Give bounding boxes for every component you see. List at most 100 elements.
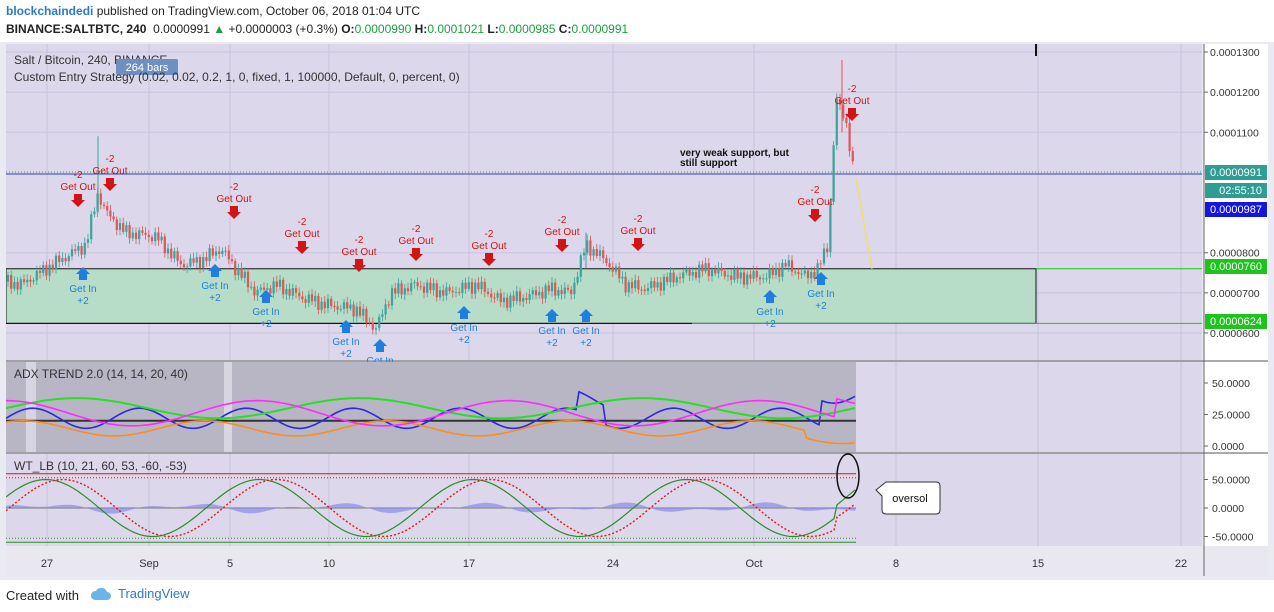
signal-label: Get In (807, 289, 834, 300)
candle-body (742, 272, 746, 285)
y-tick-label: 50.0000 (1212, 378, 1250, 390)
candle-body (131, 232, 134, 239)
candle-body (278, 279, 282, 287)
open-label: O: (341, 22, 355, 36)
candle-body (112, 216, 115, 220)
down-arrow-icon (227, 206, 241, 219)
candle-body (842, 104, 845, 118)
candle-body (752, 271, 755, 279)
candle-body (173, 251, 176, 259)
candle-body (106, 206, 109, 211)
candle-body (624, 276, 627, 293)
candle-body (54, 255, 58, 270)
candle-body (509, 295, 512, 308)
price-label-text: 02:55:10 (1219, 185, 1262, 197)
candle-body (38, 270, 42, 273)
candle-body (451, 290, 454, 293)
candle-body (803, 270, 806, 274)
candle-body (570, 289, 573, 295)
x-tick-label: 27 (41, 558, 53, 570)
candle-body (454, 292, 458, 294)
candle-body (224, 250, 227, 252)
up-arrow-icon (457, 306, 471, 319)
candle-body (128, 225, 131, 239)
x-tick-label: 24 (607, 558, 619, 570)
price-label: 02:55:10 (1205, 183, 1267, 198)
candle-body (672, 272, 675, 283)
candle-body (48, 264, 51, 276)
x-tick-label: Oct (745, 558, 762, 570)
up-arrow-icon: ▲ (213, 22, 226, 36)
up-arrow-icon (76, 267, 90, 280)
candle-body (413, 282, 416, 284)
candle-body (186, 266, 189, 268)
candle-body (810, 271, 813, 279)
candle-body (314, 295, 317, 302)
candle-body (611, 266, 614, 272)
candle-body (486, 291, 490, 294)
bars-badge (116, 59, 178, 75)
candle-body (813, 271, 816, 279)
candle-body (83, 242, 86, 255)
author-link[interactable]: blockchaindedi (6, 4, 94, 18)
adx-series-orange (6, 420, 856, 445)
y-tick-label: 25.0000 (1212, 410, 1250, 422)
candle-body (787, 260, 790, 267)
signal-label: Get Out (620, 226, 655, 237)
get-in-signal: Get In+2 (252, 290, 280, 330)
candle-body (378, 316, 381, 329)
candle-body (208, 248, 211, 262)
candle-body (467, 282, 470, 289)
candle-body (394, 288, 397, 294)
signal-label: Get Out (216, 194, 251, 205)
candle-body (109, 210, 112, 217)
candle-body (365, 308, 368, 323)
candle-body (147, 234, 150, 238)
signal-label: Get Out (544, 227, 579, 238)
candle-body (531, 290, 534, 295)
candle-body (291, 288, 294, 296)
candle-body (448, 287, 451, 291)
price-label-text: 0.0000991 (1210, 167, 1262, 179)
trading-chart[interactable]: 27 Sep 5 10 17 24 Oct 8 15 22 0.0001300 0.0001200 0.… (6, 44, 1268, 576)
candle-body (419, 286, 422, 288)
candle-body (653, 281, 656, 288)
candle-body (368, 322, 371, 324)
candle-body (406, 288, 410, 292)
candle-body (240, 268, 243, 279)
signal-qty: -2 (634, 214, 643, 225)
get-in-signal: Get In+2 (572, 309, 600, 349)
candle-body (435, 283, 438, 298)
candle-body (458, 292, 461, 294)
down-arrow-icon (631, 238, 645, 251)
signal-qty: -2 (230, 182, 239, 193)
candle-body (192, 258, 195, 263)
y-tick-label: 0.0000 (1212, 503, 1244, 515)
candle-body (77, 246, 80, 251)
up-arrow-icon (763, 290, 777, 303)
candle-body (832, 145, 835, 202)
candle-body (275, 281, 278, 287)
candle-body (58, 255, 61, 262)
candle-body (198, 257, 202, 269)
candle-body (749, 274, 752, 279)
candle-body (22, 279, 26, 283)
candle-body (294, 288, 298, 293)
candle-body (170, 248, 173, 259)
candle-body (640, 289, 643, 291)
tradingview-logo-link[interactable]: TradingView (90, 586, 190, 601)
candle-body (237, 268, 240, 276)
candle-body (758, 277, 762, 280)
x-tick-label: 22 (1175, 558, 1187, 570)
signal-qty: -2 (485, 229, 494, 240)
down-arrow-icon (808, 209, 822, 222)
candle-body (163, 236, 166, 254)
y-tick-label: 0.0001100 (1210, 127, 1259, 139)
candle-body (502, 297, 506, 303)
price-label-text: 0.0000987 (1210, 204, 1262, 216)
ohlc-line: BINANCE:SALTBTC, 240 0.0000991 ▲ +0.0000… (6, 22, 628, 36)
candle-body (739, 272, 742, 279)
candle-body (61, 258, 64, 262)
candle-body (256, 289, 259, 296)
adx-series-blue (6, 390, 856, 430)
